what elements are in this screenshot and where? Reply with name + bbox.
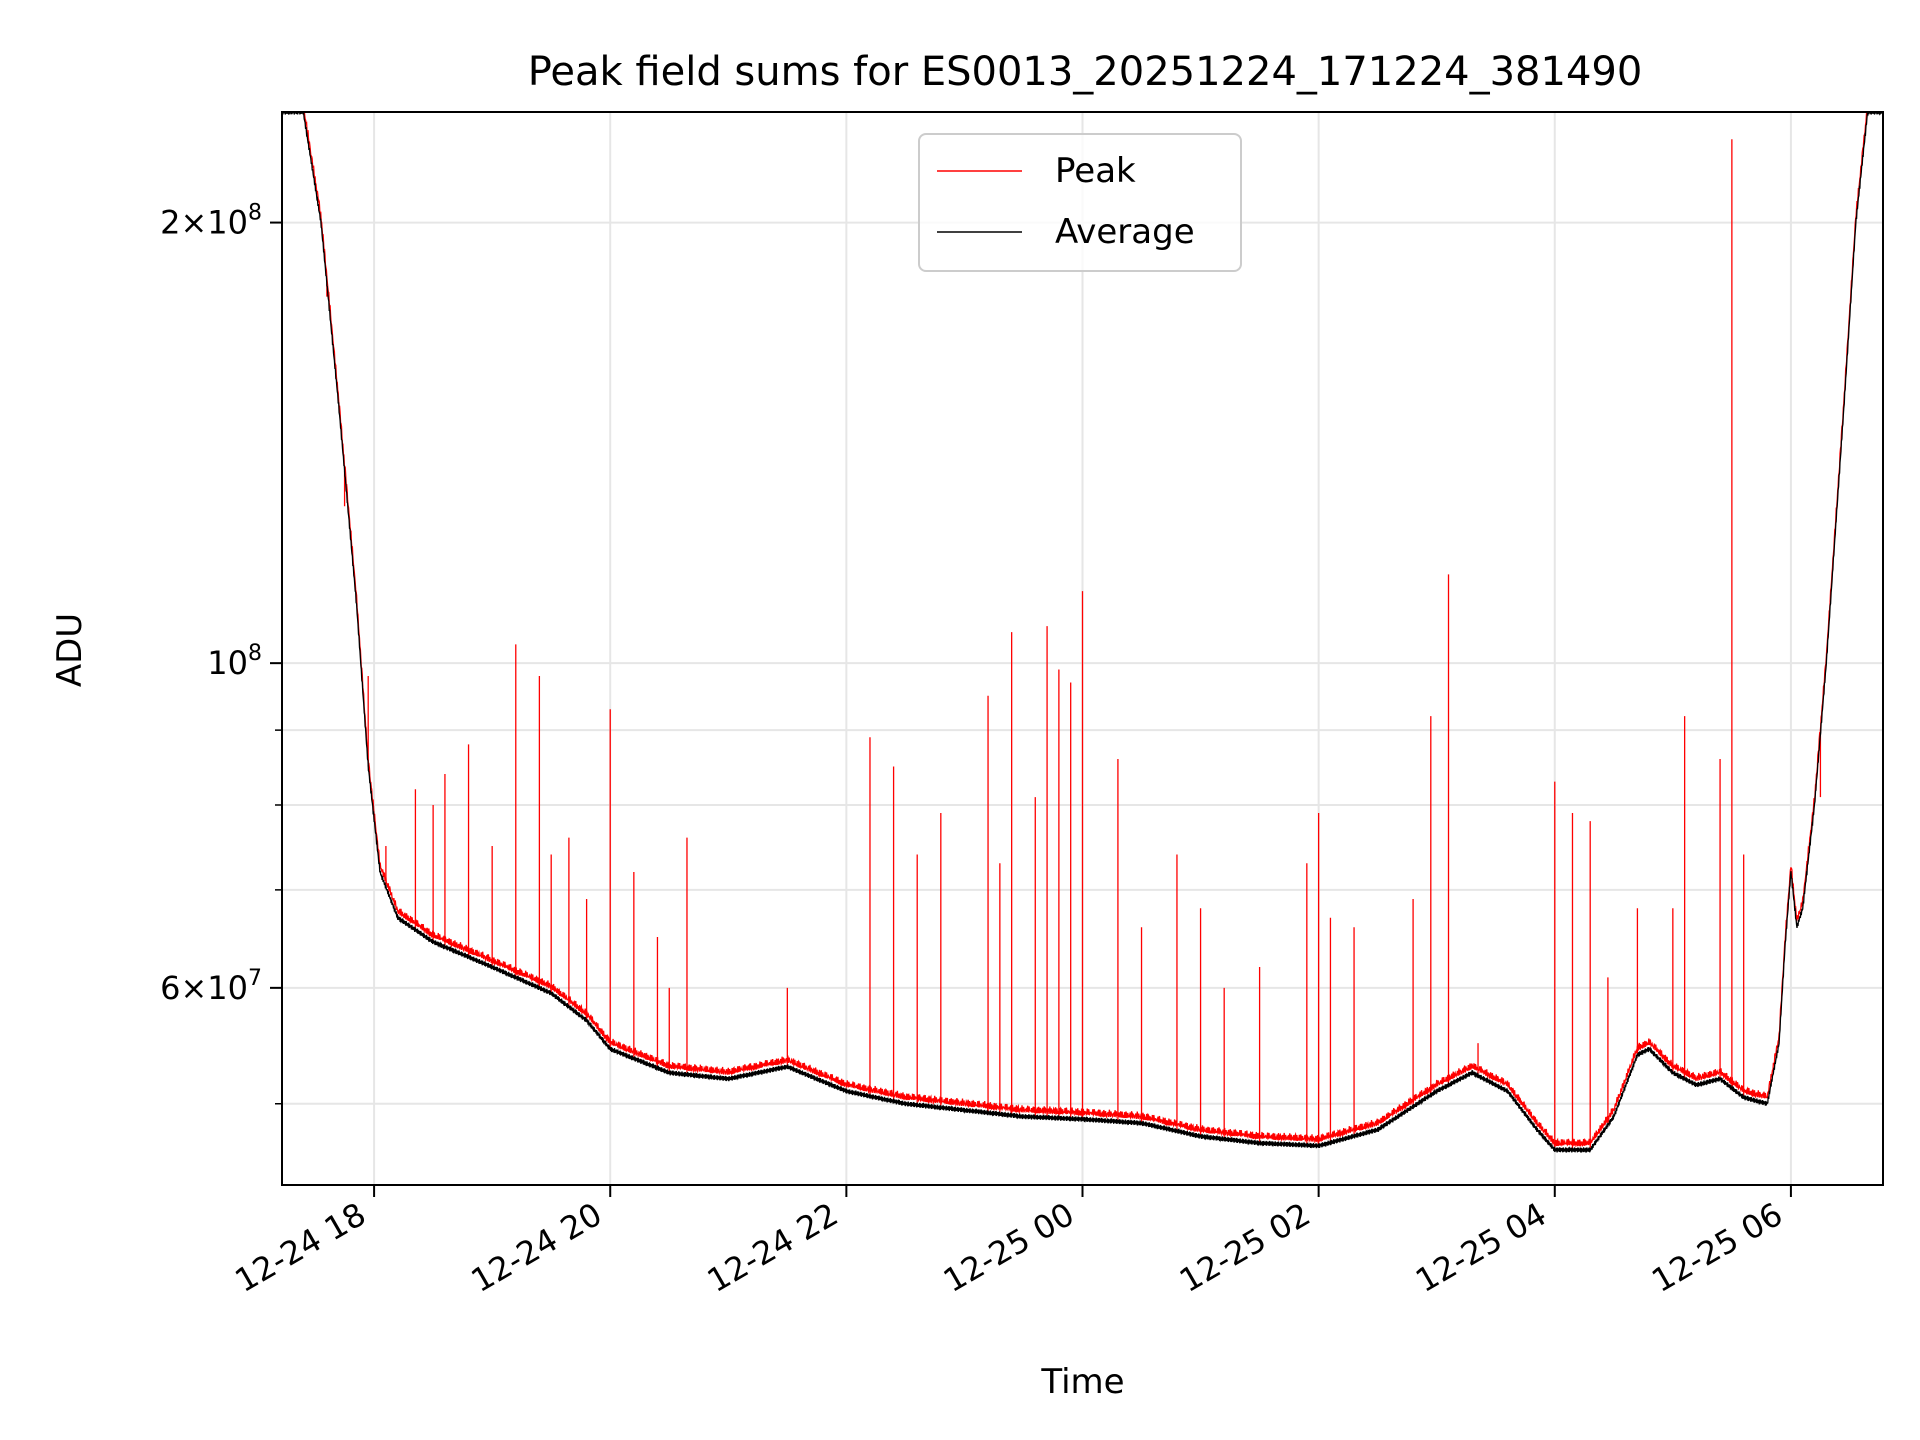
y-tick-label: 2×108 <box>160 201 262 242</box>
series-average-line <box>282 112 1883 1154</box>
y-axis-label: ADU <box>50 613 90 687</box>
legend-box <box>918 133 1242 272</box>
x-axis-label: Time <box>1040 1362 1124 1402</box>
legend-peak-label: Peak <box>1055 151 1136 191</box>
legend-average-label: Average <box>1055 212 1195 252</box>
y-tick-label: 6×107 <box>160 966 262 1007</box>
plot-series <box>282 112 1883 1154</box>
legend: Peak Average <box>918 133 1242 272</box>
chart-title: Peak field sums for ES0013_20251224_1712… <box>528 49 1643 95</box>
